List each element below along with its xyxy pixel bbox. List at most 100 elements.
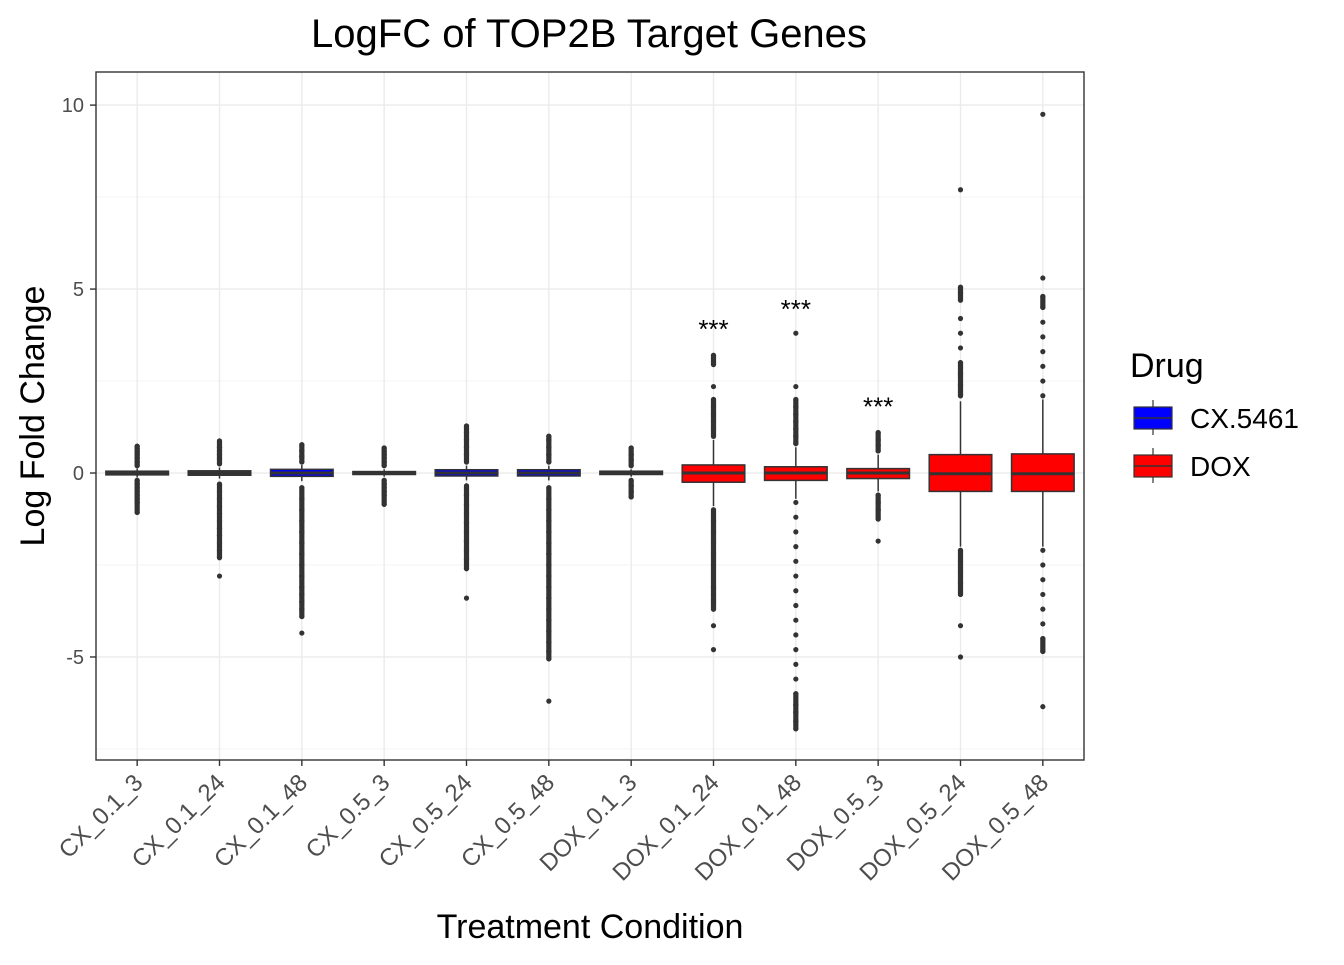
y-tick-label: 10 — [62, 95, 84, 117]
outlier-point — [1040, 704, 1046, 710]
outlier-point — [875, 429, 881, 436]
outlier-point — [134, 477, 140, 483]
outlier-point — [957, 547, 964, 553]
significance-label: *** — [781, 294, 811, 324]
outlier-point — [546, 485, 552, 491]
outlier-point — [216, 438, 223, 444]
box-CX_0.1_48 — [269, 442, 334, 636]
plot-border — [95, 71, 1085, 761]
box-CX_0.5_48 — [516, 433, 581, 704]
y-axis-title: Log Fold Change — [14, 286, 52, 547]
outlier-point — [1040, 363, 1046, 369]
outlier-point — [710, 647, 717, 653]
outlier-point — [710, 507, 717, 513]
outlier-point — [1040, 334, 1046, 340]
legend-label: CX.5461 — [1190, 403, 1299, 434]
outlier-point — [793, 588, 799, 594]
outlier-point — [463, 595, 470, 601]
outlier-point — [546, 433, 552, 439]
outlier-point — [299, 630, 305, 636]
outlier-point — [1040, 547, 1046, 553]
outlier-point — [1040, 349, 1046, 355]
box-DOX_0.5_3 — [846, 429, 911, 544]
plot-panel — [96, 72, 1084, 760]
outlier-point — [793, 499, 799, 506]
outlier-point — [793, 330, 799, 336]
outlier-point — [216, 573, 223, 579]
outlier-point — [793, 529, 799, 535]
outlier-point — [793, 661, 799, 667]
outlier-point — [793, 602, 799, 609]
box-layer — [105, 111, 1075, 732]
box-CX_0.1_3 — [105, 443, 170, 515]
grid-layer — [96, 72, 1084, 760]
outlier-point — [381, 477, 387, 483]
outlier-point — [875, 492, 881, 498]
outlier-point — [381, 445, 387, 451]
outlier-point — [793, 691, 799, 697]
legend-title: Drug — [1130, 347, 1204, 385]
box-DOX_0.5_48 — [1010, 111, 1075, 710]
outlier-point — [875, 538, 881, 544]
outlier-point — [463, 483, 470, 489]
outlier-point — [710, 396, 717, 403]
outlier-point — [957, 654, 964, 660]
significance-label: *** — [698, 314, 728, 344]
outlier-point — [710, 623, 717, 629]
outlier-point — [793, 544, 799, 550]
outlier-point — [793, 396, 799, 403]
outlier-point — [1040, 562, 1046, 568]
outlier-point — [463, 423, 470, 429]
significance-annotations: *** *** *** — [698, 294, 893, 421]
legend-entry-DOX: DOX — [1133, 448, 1251, 483]
y-tick-label: 5 — [73, 279, 84, 301]
outlier-point — [793, 514, 799, 520]
outlier-point — [710, 352, 717, 358]
outlier-point — [1040, 378, 1046, 384]
outlier-point — [793, 676, 799, 682]
outlier-point — [1040, 319, 1046, 325]
outlier-point — [793, 383, 799, 390]
legend-entry-CX.5461: CX.5461 — [1133, 400, 1299, 435]
box-CX_0.5_24 — [434, 423, 499, 601]
outlier-point — [628, 445, 634, 451]
outlier-point — [216, 481, 223, 487]
outlier-point — [957, 360, 964, 366]
box-DOX_0.1_3 — [599, 445, 664, 500]
box-CX_0.5_3 — [352, 445, 417, 507]
outlier-point — [1040, 591, 1046, 598]
outlier-point — [1040, 606, 1046, 612]
outlier-point — [628, 477, 634, 483]
outlier-point — [957, 623, 964, 629]
box-DOX_0.1_24 — [681, 352, 746, 653]
outlier-point — [957, 284, 964, 290]
outlier-point — [957, 315, 964, 322]
outlier-point — [793, 647, 799, 653]
outlier-point — [299, 442, 305, 448]
outlier-point — [793, 573, 799, 579]
box-DOX_0.1_48 — [763, 330, 828, 732]
outlier-point — [1040, 275, 1046, 281]
outlier-point — [793, 617, 799, 623]
chart-title: LogFC of TOP2B Target Genes — [311, 12, 867, 56]
outlier-point — [710, 383, 717, 390]
outlier-point — [957, 187, 964, 193]
outlier-point — [1040, 577, 1046, 583]
outlier-point — [1040, 111, 1046, 117]
box-CX_0.1_24 — [187, 438, 252, 579]
x-axis-title: Treatment Condition — [437, 908, 744, 946]
outlier-point — [793, 632, 799, 638]
significance-label: *** — [863, 391, 893, 421]
y-axis: -5 0 5 10 — [62, 95, 96, 669]
outlier-point — [1040, 635, 1046, 642]
legend: Drug CX.5461 DOX — [1130, 347, 1299, 483]
outlier-point — [793, 558, 799, 564]
outlier-point — [134, 443, 140, 449]
y-tick-label: 0 — [73, 463, 84, 485]
outlier-point — [299, 485, 305, 491]
legend-entries: CX.5461 DOX — [1133, 400, 1299, 483]
y-tick-label: -5 — [66, 647, 84, 669]
outlier-point — [1040, 621, 1046, 627]
